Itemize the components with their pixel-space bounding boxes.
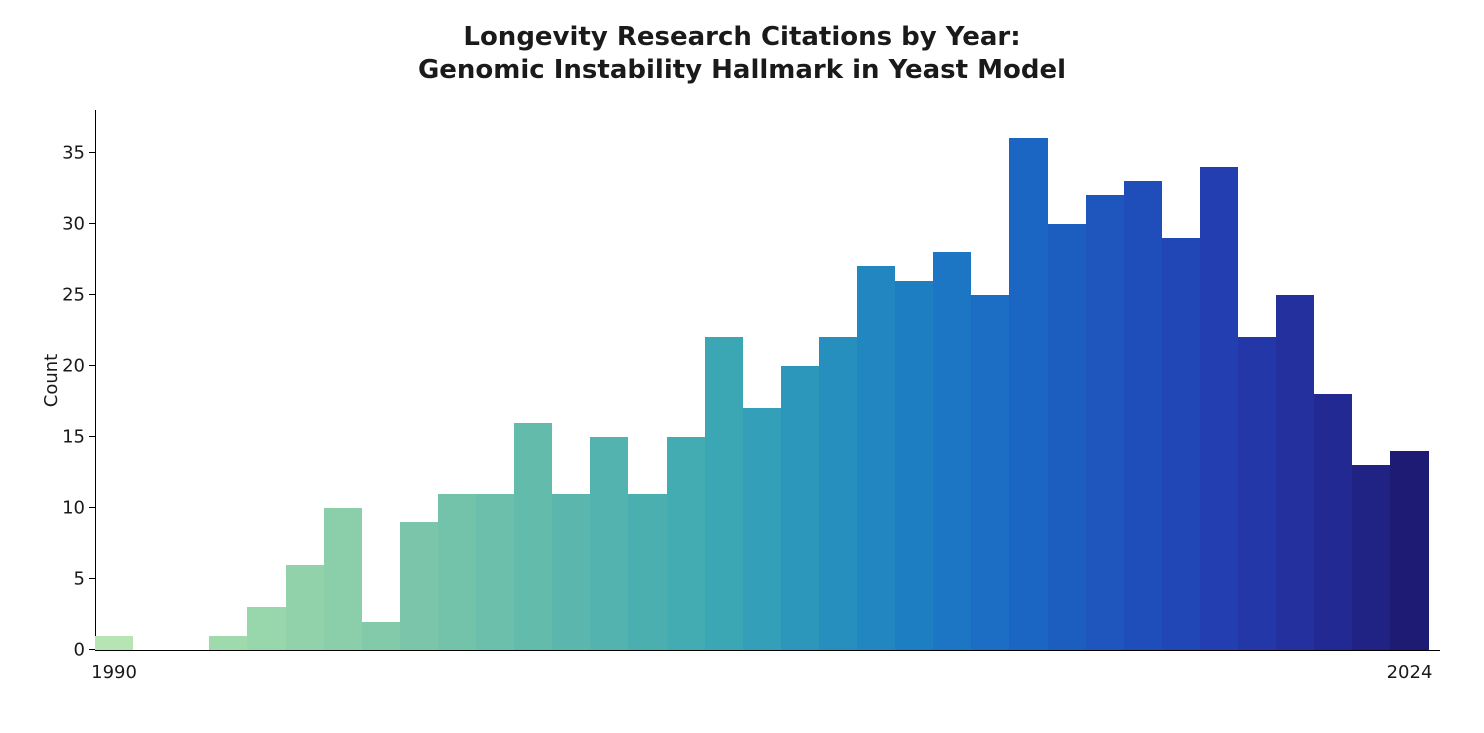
y-tick-label: 20 [62, 355, 95, 376]
bar [1162, 238, 1200, 650]
bar [933, 252, 971, 650]
bar [400, 522, 438, 650]
bar [514, 423, 552, 650]
y-tick-mark [89, 152, 95, 153]
y-tick-label: 35 [62, 142, 95, 163]
plot-area: 05101520253035 1990 2024 [95, 110, 1440, 650]
bar [1352, 465, 1390, 650]
x-axis-start-label: 1990 [91, 650, 137, 683]
bar [1048, 224, 1086, 650]
bar [552, 494, 590, 650]
chart-title-line1: Longevity Research Citations by Year: [0, 22, 1484, 52]
y-tick-mark [89, 507, 95, 508]
bar [324, 508, 362, 650]
bar [476, 494, 514, 650]
bar [628, 494, 666, 650]
bar [857, 266, 895, 650]
y-tick-label: 15 [62, 426, 95, 447]
bar [781, 366, 819, 650]
y-axis-label: Count [41, 354, 62, 407]
bar [1390, 451, 1428, 650]
bar [895, 281, 933, 650]
chart-title-line2: Genomic Instability Hallmark in Yeast Mo… [0, 55, 1484, 85]
y-tick-mark [89, 578, 95, 579]
bar [819, 337, 857, 650]
x-axis-line [95, 650, 1440, 651]
y-tick-mark [89, 365, 95, 366]
y-tick-mark [89, 436, 95, 437]
x-axis-end-label: 2024 [1387, 650, 1433, 683]
y-tick-mark [89, 294, 95, 295]
bar [705, 337, 743, 650]
bar [1200, 167, 1238, 650]
bar [286, 565, 324, 650]
bar [590, 437, 628, 650]
y-axis-line [95, 110, 96, 650]
y-tick-label: 5 [74, 568, 95, 589]
bar [362, 622, 400, 650]
bar [209, 636, 247, 650]
bar [667, 437, 705, 650]
bar [1276, 295, 1314, 650]
bar [95, 636, 133, 650]
y-tick-label: 25 [62, 284, 95, 305]
bar [743, 408, 781, 650]
bar [247, 607, 285, 650]
bar [1314, 394, 1352, 650]
bar [1009, 138, 1047, 650]
y-tick-label: 30 [62, 213, 95, 234]
y-tick-label: 10 [62, 497, 95, 518]
bar [1086, 195, 1124, 650]
bar [1124, 181, 1162, 650]
y-tick-mark [89, 223, 95, 224]
bar [1238, 337, 1276, 650]
bar [971, 295, 1009, 650]
bar [438, 494, 476, 650]
